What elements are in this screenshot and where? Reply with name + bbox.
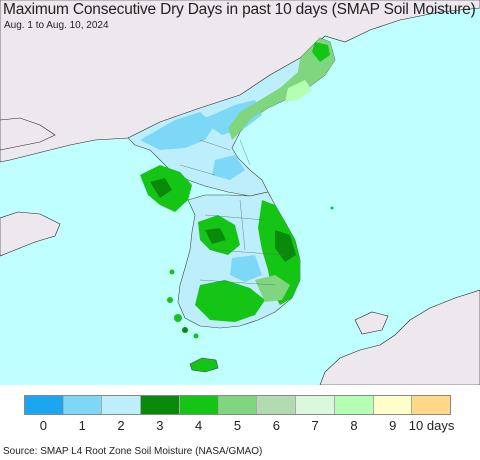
nk-green-dark xyxy=(312,42,330,62)
island xyxy=(193,333,199,339)
hwanghae-dark xyxy=(150,178,172,198)
island xyxy=(174,314,182,322)
legend-swatch-0 xyxy=(25,396,63,414)
legend-label-8: 8 xyxy=(350,418,358,433)
legend-swatch-8 xyxy=(333,396,373,414)
legend-bar xyxy=(24,395,451,415)
liaodong-peninsula xyxy=(0,117,56,151)
island xyxy=(167,297,173,303)
legend-label-0: 0 xyxy=(39,418,48,433)
nk-blue-patch-3 xyxy=(212,155,245,180)
legend-label-10: 10 days xyxy=(408,418,455,433)
legend-label-2: 2 xyxy=(117,418,125,433)
japan-land xyxy=(319,289,480,385)
island xyxy=(169,269,175,275)
ulleungdo-island xyxy=(330,206,334,210)
jeju-island xyxy=(189,357,219,373)
legend-label-5: 5 xyxy=(233,418,242,433)
legend-label-3: 3 xyxy=(156,418,164,433)
map xyxy=(0,0,480,385)
shandong-peninsula xyxy=(0,211,61,257)
legend-swatch-1 xyxy=(62,396,102,414)
legend-swatch-10 xyxy=(411,396,451,414)
legend-swatch-2 xyxy=(101,396,141,414)
legend-label-6: 6 xyxy=(272,418,280,433)
legend-label-1: 1 xyxy=(78,418,86,433)
sk-dark-green-1 xyxy=(275,230,296,262)
nk-blue-patch-1 xyxy=(140,112,215,150)
legend-swatch-6 xyxy=(256,396,296,414)
legend-label-7: 7 xyxy=(311,418,319,433)
legend-swatch-7 xyxy=(295,396,334,414)
legend-label-9: 9 xyxy=(389,418,397,433)
sk-light-green-south xyxy=(255,275,290,302)
island xyxy=(182,327,188,333)
nk-green-light xyxy=(285,80,312,102)
sk-blue-mid xyxy=(230,255,262,282)
legend-swatch-3 xyxy=(140,396,179,414)
legend-label-4: 4 xyxy=(195,418,203,433)
map-subtitle: Aug. 1 to Aug. 10, 2024 xyxy=(4,20,109,31)
province-borders xyxy=(179,139,286,286)
legend-swatch-4 xyxy=(178,396,218,414)
map-title: Maximum Consecutive Dry Days in past 10 … xyxy=(3,1,476,18)
nk-green-east xyxy=(228,38,335,140)
legend-labels: 0 1 2 3 4 5 6 7 8 9 10 days xyxy=(0,418,480,436)
legend-swatch-5 xyxy=(217,396,257,414)
sk-dark-green-2 xyxy=(205,228,226,244)
japan-island xyxy=(354,311,389,335)
source-credit: Source: SMAP L4 Root Zone Soil Moisture … xyxy=(3,446,263,457)
sk-green-south xyxy=(195,280,265,322)
legend-swatch-9 xyxy=(372,396,412,414)
